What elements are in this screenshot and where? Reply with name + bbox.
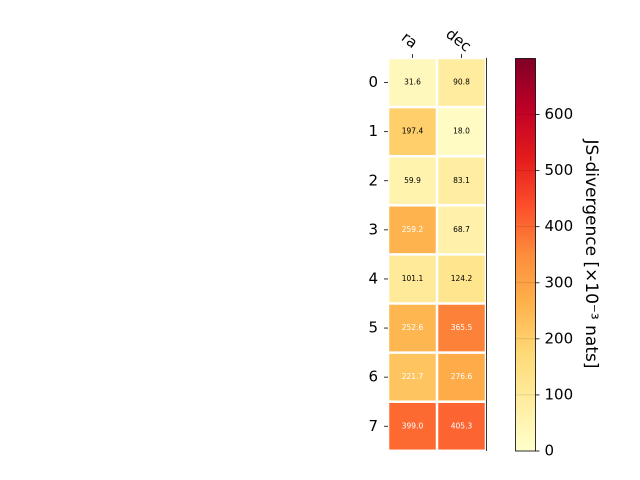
heatmap-cell-2-ra [389, 157, 436, 205]
colorbar-tick-label: 300 [545, 273, 574, 291]
colorbar-gradient [515, 58, 536, 452]
colorbar-tick-label: 0 [545, 442, 555, 460]
cell-value-label: 221.7 [402, 372, 424, 381]
cell-value-label: 31.6 [404, 78, 421, 87]
heatmap-cell-7-ra [389, 402, 436, 450]
row-label-3: 3 [368, 220, 378, 238]
heatmap-cell-4-ra [389, 255, 436, 303]
colorbar-tick-label: 500 [545, 161, 574, 179]
colorbar-tick-label: 200 [545, 329, 574, 347]
heatmap-cell-1-ra [389, 108, 436, 155]
row-label-6: 6 [368, 368, 378, 386]
colorbar-ticks: 0 100 200 300 400 500 600 [515, 105, 574, 460]
heatmap-cell-7-dec [438, 402, 485, 450]
row-label-5: 5 [368, 319, 378, 337]
heatmap-area: 31.6 90.8 197.4 18.0 59.9 83.1 259.2 68.7 101.1 1… [389, 58, 487, 451]
row-label-0: 0 [368, 73, 378, 91]
cell-value-label: 83.1 [453, 176, 470, 185]
row-label-1: 1 [368, 122, 378, 140]
cell-value-label: 399.0 [402, 421, 424, 430]
row-label-7: 7 [368, 417, 378, 435]
cell-value-label: 405.3 [451, 421, 473, 430]
cell-value-label: 68.7 [453, 225, 470, 234]
column-ticks: ra dec [398, 25, 475, 58]
column-label-dec: dec [442, 25, 474, 56]
cell-value-label: 276.6 [451, 372, 473, 381]
heatmap-cell-6-dec [438, 353, 485, 401]
colorbar: 0 100 200 300 400 500 600 JS-divergence [×10⁻³… [515, 58, 601, 460]
row-ticks: 0 1 2 3 4 5 6 7 [368, 73, 388, 435]
colorbar-tick-label: 400 [545, 217, 574, 235]
heatmap-cell-5-dec [438, 304, 485, 352]
cell-value-label: 259.2 [402, 225, 424, 234]
heatmap-cell-0-ra [389, 59, 436, 106]
heatmap-cell-labels: 31.6 90.8 197.4 18.0 59.9 83.1 259.2 68.7 101.1 1… [402, 78, 473, 431]
heatmap-cells [389, 59, 485, 450]
heatmap-cell-5-ra [389, 304, 436, 352]
cell-value-label: 101.1 [402, 274, 424, 283]
heatmap-cell-4-dec [438, 255, 485, 303]
colorbar-label: JS-divergence [×10⁻³ nats] [581, 139, 601, 369]
colorbar-tick-label: 600 [545, 105, 574, 123]
column-label-ra: ra [398, 28, 421, 52]
heatmap-cell-2-dec [438, 157, 485, 205]
cell-value-label: 18.0 [453, 127, 470, 136]
colorbar-tick-label: 100 [545, 385, 574, 403]
cell-value-label: 252.6 [402, 323, 424, 332]
row-label-4: 4 [368, 269, 378, 287]
heatmap-cell-3-dec [438, 206, 485, 254]
cell-value-label: 124.2 [451, 274, 473, 283]
heatmap-cell-6-ra [389, 353, 436, 401]
heatmap-cell-3-ra [389, 206, 436, 254]
cell-value-label: 365.5 [451, 323, 473, 332]
row-label-2: 2 [368, 171, 378, 189]
heatmap-cell-0-dec [438, 59, 485, 106]
heatmap-cell-1-dec [438, 108, 485, 155]
cell-value-label: 197.4 [402, 127, 424, 136]
cell-value-label: 59.9 [404, 176, 421, 185]
cell-value-label: 90.8 [453, 78, 470, 87]
